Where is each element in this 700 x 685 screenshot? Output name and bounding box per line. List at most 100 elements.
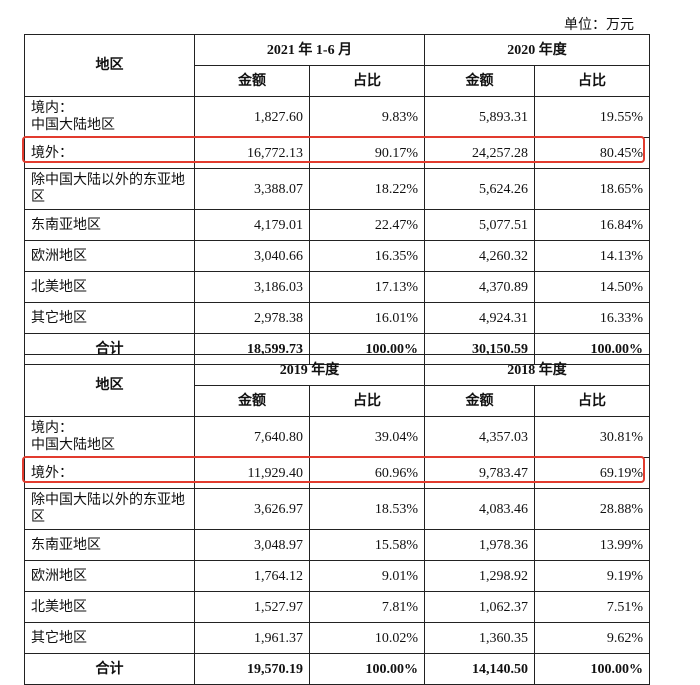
amount-cell: 11,929.40 [194,457,310,489]
share-cell: 9.83% [308,96,426,138]
amount-cell: 3,388.07 [194,168,310,210]
table-row: 除中国大陆以外的东亚地区 3,388.07 18.22% 5,624.26 18.65% [24,168,651,210]
share-cell: 30.81% [534,416,650,458]
amount-cell: 5,893.31 [424,96,536,138]
region-cell: 境内： 中国大陆地区 [24,416,195,458]
share-cell: 18.65% [534,168,651,210]
amount-cell: 1,527.97 [194,591,310,623]
share-cell: 15.58% [309,529,425,561]
region-header: 地区 [24,34,195,97]
total-share: 100.00% [534,653,650,685]
share-cell: 18.22% [308,168,426,210]
region-cell: 境外： [24,137,195,169]
share-header: 占比 [308,65,426,97]
table-row: 欧洲地区 3,040.66 16.35% 4,260.32 14.13% [24,240,651,272]
amount-cell: 5,077.51 [424,209,536,241]
amount-cell: 3,626.97 [194,488,310,530]
region-cell: 其它地区 [24,302,195,334]
share-cell: 16.35% [308,240,426,272]
amount-cell: 1,978.36 [424,529,535,561]
table-row: 东南亚地区 4,179.01 22.47% 5,077.51 16.84% [24,209,651,241]
share-cell: 28.88% [534,488,650,530]
amount-cell: 3,048.97 [194,529,310,561]
share-cell: 17.13% [308,271,426,303]
amount-cell: 1,764.12 [194,560,310,592]
amount-cell: 24,257.28 [424,137,536,169]
table-row: 境外： 11,929.40 60.96% 9,783.47 69.19% [24,457,650,489]
amount-cell: 4,179.01 [194,209,310,241]
region-cell: 北美地区 [24,271,195,303]
amount-cell: 2,978.38 [194,302,310,334]
region-cell: 除中国大陆以外的东亚地区 [24,168,195,210]
amount-cell: 4,357.03 [424,416,535,458]
table-row: 境内： 中国大陆地区 1,827.60 9.83% 5,893.31 19.55% [24,96,651,138]
share-cell: 14.50% [534,271,651,303]
amount-header: 金额 [194,65,310,97]
region-cell: 东南亚地区 [24,529,195,561]
amount-cell: 7,640.80 [194,416,310,458]
amount-cell: 1,298.92 [424,560,535,592]
region-cell: 其它地区 [24,622,195,654]
total-share: 100.00% [309,653,425,685]
share-cell: 22.47% [308,209,426,241]
amount-cell: 1,062.37 [424,591,535,623]
amount-cell: 3,186.03 [194,271,310,303]
amount-cell: 1,827.60 [194,96,310,138]
share-cell: 9.01% [309,560,425,592]
share-cell: 60.96% [309,457,425,489]
region-cell: 境外： [24,457,195,489]
table-row: 除中国大陆以外的东亚地区 3,626.97 18.53% 4,083.46 28.88% [24,488,650,530]
share-cell: 13.99% [534,529,650,561]
share-cell: 7.81% [309,591,425,623]
share-cell: 14.13% [534,240,651,272]
amount-cell: 3,040.66 [194,240,310,272]
share-header: 占比 [534,385,650,417]
share-cell: 7.51% [534,591,650,623]
region-cell: 东南亚地区 [24,209,195,241]
amount-header: 金额 [424,65,536,97]
period-header: 2019 年度 [194,354,425,386]
amount-cell: 4,924.31 [424,302,536,334]
amount-cell: 4,083.46 [424,488,535,530]
table-row: 东南亚地区 3,048.97 15.58% 1,978.36 13.99% [24,529,650,561]
period-header: 2021 年 1-6 月 [193,34,426,66]
unit-label: 单位：万元 [564,18,634,33]
region-header: 地区 [24,354,195,417]
amount-cell: 1,961.37 [194,622,310,654]
share-header: 占比 [309,385,425,417]
share-header: 占比 [534,65,651,97]
amount-cell: 4,260.32 [424,240,536,272]
region-cell: 北美地区 [24,591,195,623]
share-cell: 69.19% [534,457,650,489]
share-cell: 16.01% [308,302,426,334]
amount-header: 金额 [194,385,310,417]
share-cell: 19.55% [534,96,651,138]
amount-cell: 4,370.89 [424,271,536,303]
total-amount: 19,570.19 [194,653,310,685]
table-2019-2018: 地区 2019 年度 2018 年度 金额 占比 金额 占比 境内： 中国大陆地区… [24,354,650,685]
share-cell: 16.33% [534,302,651,334]
amount-cell: 16,772.13 [194,137,310,169]
table-row: 其它地区 1,961.37 10.02% 1,360.35 9.62% [24,622,650,654]
region-cell: 除中国大陆以外的东亚地区 [24,488,195,530]
table-row: 北美地区 1,527.97 7.81% 1,062.37 7.51% [24,591,650,623]
amount-cell: 5,624.26 [424,168,536,210]
table-row: 其它地区 2,978.38 16.01% 4,924.31 16.33% [24,302,651,334]
region-cell: 欧洲地区 [24,560,195,592]
amount-header: 金额 [424,385,535,417]
period-header: 2018 年度 [424,354,650,386]
share-cell: 10.02% [309,622,425,654]
table-row: 欧洲地区 1,764.12 9.01% 1,298.92 9.19% [24,560,650,592]
total-amount: 14,140.50 [424,653,535,685]
share-cell: 9.62% [534,622,650,654]
share-cell: 18.53% [309,488,425,530]
amount-cell: 9,783.47 [424,457,535,489]
period-header: 2020 年度 [424,34,651,66]
total-row: 合计 19,570.19 100.00% 14,140.50 100.00% [24,653,650,685]
share-cell: 90.17% [308,137,426,169]
table-row: 境内： 中国大陆地区 7,640.80 39.04% 4,357.03 30.81% [24,416,650,458]
table-row: 北美地区 3,186.03 17.13% 4,370.89 14.50% [24,271,651,303]
total-label: 合计 [24,653,195,685]
share-cell: 16.84% [534,209,651,241]
region-cell: 境内： 中国大陆地区 [24,96,195,138]
